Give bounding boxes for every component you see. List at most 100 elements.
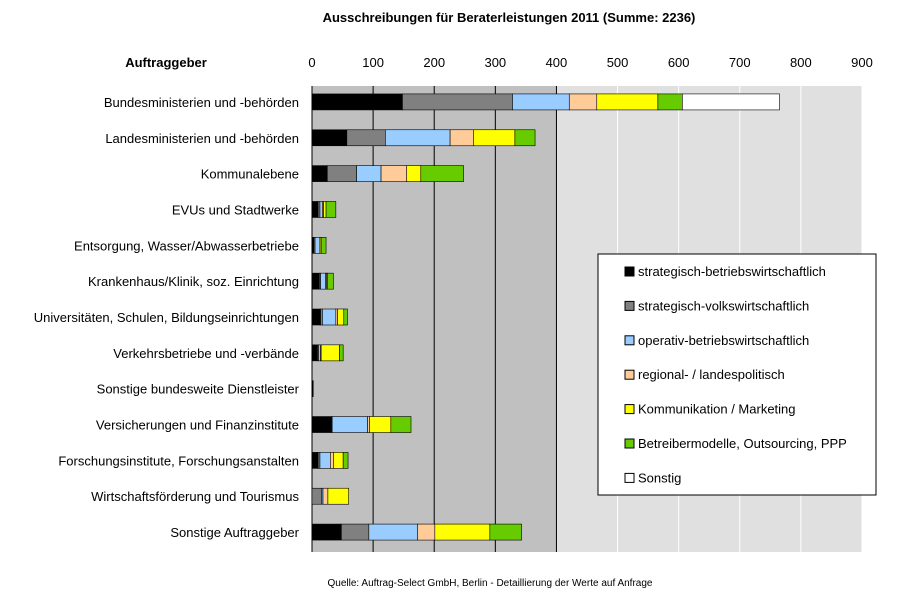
bar-segment bbox=[319, 452, 331, 469]
bar-segment bbox=[449, 129, 474, 147]
x-tick-label: 300 bbox=[484, 55, 506, 70]
bar-segment bbox=[322, 308, 337, 326]
bar-segment bbox=[390, 416, 412, 433]
bar-segment bbox=[343, 308, 348, 326]
bar-segment bbox=[369, 416, 392, 433]
bar-segment bbox=[311, 201, 319, 218]
bar-segment bbox=[320, 237, 327, 254]
category-label: Entsorgung, Wasser/Abwasserbetriebe bbox=[74, 238, 299, 253]
bar-segment bbox=[337, 308, 345, 326]
bar-segment bbox=[473, 129, 516, 147]
bar-segment bbox=[311, 523, 342, 541]
legend-swatch bbox=[624, 438, 635, 449]
bar-segment bbox=[434, 523, 491, 541]
legend-label: operativ-betriebswirtschaftlich bbox=[638, 333, 809, 348]
bar-segment bbox=[514, 129, 536, 147]
bar-segment bbox=[311, 452, 319, 469]
source-note: Quelle: Auftrag-Select GmbH, Berlin - De… bbox=[328, 578, 653, 589]
bar-segment bbox=[489, 523, 522, 541]
bar-segment bbox=[323, 201, 327, 218]
category-label: Sonstige Auftraggeber bbox=[170, 525, 299, 540]
bar-segment bbox=[311, 344, 318, 362]
bar-segment bbox=[682, 93, 780, 111]
bar-segment bbox=[380, 165, 408, 182]
bar-segment bbox=[319, 201, 323, 218]
bar-segment bbox=[342, 452, 349, 469]
bar-segment bbox=[311, 272, 320, 290]
legend-swatch bbox=[624, 404, 635, 415]
bar-segment bbox=[333, 452, 344, 469]
category-label: EVUs und Stadtwerke bbox=[172, 202, 299, 217]
legend-label: Sonstig bbox=[638, 470, 681, 485]
legend-label: regional- / landespolitisch bbox=[638, 367, 785, 382]
x-tick-label: 700 bbox=[729, 55, 751, 70]
bar-segment bbox=[339, 344, 344, 362]
bar-segment bbox=[326, 165, 357, 182]
legend-swatch bbox=[624, 300, 635, 311]
bar-segment bbox=[314, 237, 321, 254]
x-tick-label: 900 bbox=[851, 55, 873, 70]
x-tick-labels: 0 100 200 300 400 500 600 700 800 900 bbox=[308, 55, 872, 70]
x-tick-label: 0 bbox=[308, 55, 315, 70]
chart-title: Ausschreibungen für Beraterleistungen 20… bbox=[323, 10, 696, 25]
category-label: Universitäten, Schulen, Bildungseinricht… bbox=[34, 310, 299, 325]
legend-label: strategisch-volkswirtschaftlich bbox=[638, 298, 809, 313]
category-labels: Bundesministerien und -behörden Landesmin… bbox=[34, 95, 300, 540]
category-label: Bundesministerien und -behörden bbox=[104, 95, 299, 110]
bar-segment bbox=[385, 129, 451, 147]
bar-segment bbox=[346, 129, 386, 147]
bar-segment bbox=[327, 487, 349, 505]
bar-segment bbox=[417, 523, 436, 541]
bar-segment bbox=[356, 165, 382, 182]
legend-swatch bbox=[624, 266, 635, 277]
bar-segment bbox=[402, 93, 513, 111]
category-label: Kommunalebene bbox=[201, 167, 299, 182]
category-label: Landesministerien und -behörden bbox=[105, 131, 299, 146]
category-axis-label: Auftraggeber bbox=[125, 55, 207, 70]
bar-segment bbox=[331, 416, 368, 433]
bar-segment bbox=[406, 165, 422, 182]
bar-segment bbox=[596, 93, 659, 111]
category-label: Forschungsinstitute, Forschungsanstalten bbox=[58, 453, 299, 468]
legend-label: Betreibermodelle, Outsourcing, PPP bbox=[638, 436, 847, 451]
x-tick-label: 800 bbox=[790, 55, 812, 70]
legend-swatch bbox=[624, 335, 635, 346]
bar-segment bbox=[368, 523, 419, 541]
bar-segment bbox=[320, 272, 326, 290]
category-label: Krankenhaus/Klinik, soz. Einrichtung bbox=[88, 274, 299, 289]
legend-swatch bbox=[624, 369, 635, 380]
bar-segment bbox=[657, 93, 683, 111]
x-tick-label: 500 bbox=[607, 55, 629, 70]
bar-segment bbox=[330, 452, 334, 469]
bar-segment bbox=[326, 272, 334, 290]
category-label: Versicherungen und Finanzinstitute bbox=[96, 418, 299, 433]
bar-segment bbox=[311, 380, 314, 397]
bar-segment bbox=[311, 308, 321, 326]
legend-swatch bbox=[624, 472, 635, 483]
x-tick-label: 100 bbox=[362, 55, 384, 70]
legend-label: strategisch-betriebswirtschaftlich bbox=[638, 264, 826, 279]
bar-segment bbox=[322, 487, 329, 505]
legend: strategisch-betriebswirtschaftlich strate… bbox=[597, 253, 877, 496]
bar-segment bbox=[311, 165, 328, 182]
bar-segment bbox=[568, 93, 598, 111]
bars bbox=[311, 93, 780, 541]
bar-segment bbox=[512, 93, 570, 111]
x-tick-label: 400 bbox=[546, 55, 568, 70]
bar-segment bbox=[325, 201, 337, 218]
bar-segment bbox=[311, 129, 348, 147]
x-tick-label: 200 bbox=[423, 55, 445, 70]
x-tick-label: 600 bbox=[668, 55, 690, 70]
legend-label: Kommunikation / Marketing bbox=[638, 402, 796, 417]
bar-segment bbox=[311, 487, 323, 505]
bar-segment bbox=[420, 165, 464, 182]
bar-segment bbox=[311, 93, 403, 111]
bar-segment bbox=[341, 523, 370, 541]
legend-box bbox=[597, 253, 877, 496]
category-label: Verkehrsbetriebe und -verbände bbox=[113, 346, 299, 361]
bar-segment bbox=[320, 344, 340, 362]
category-label: Wirtschaftsförderung und Tourismus bbox=[91, 489, 299, 504]
category-label: Sonstige bundesweite Dienstleister bbox=[97, 382, 300, 397]
bar-segment bbox=[311, 416, 332, 433]
